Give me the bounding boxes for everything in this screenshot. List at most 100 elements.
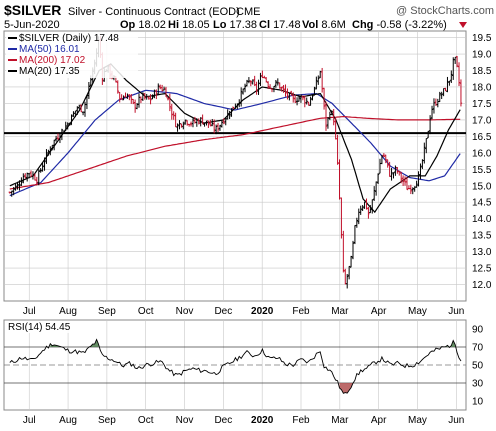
price-bar [253, 75, 256, 87]
x-tick-label: Aug [59, 306, 77, 317]
x-tick-label: May [408, 306, 427, 317]
legend-item: $SILVER (Daily) 17.48 [19, 33, 119, 44]
rsi-tick-label: 50 [472, 361, 484, 372]
price-bar [313, 86, 316, 96]
price-bar [22, 173, 25, 184]
price-bar [394, 165, 397, 176]
x-tick-label: Mar [331, 306, 349, 317]
chart-header: $SILVER Silver - Continuous Contract (EO… [4, 2, 494, 31]
price-bar [214, 124, 218, 135]
moving-averages [9, 63, 461, 214]
x-tick-label: Apr [371, 415, 387, 426]
price-bar [415, 180, 418, 188]
price-bar [201, 114, 204, 125]
price-bar [54, 135, 58, 142]
price-tick-label: 18.0 [472, 82, 492, 93]
price-bar [380, 154, 384, 165]
price-bar [272, 86, 276, 93]
price-bar [336, 134, 339, 165]
price-bar [359, 205, 362, 215]
price-bar [453, 56, 457, 64]
price-bar [133, 99, 137, 113]
quote-label: Vol [302, 19, 321, 31]
quote-label: Hi [168, 19, 182, 31]
price-tick-label: 14.5 [472, 198, 492, 209]
price-bar [265, 77, 268, 83]
price-bar [330, 110, 333, 116]
ma-200-line [9, 115, 461, 190]
price-bar [425, 138, 428, 154]
price-bar [83, 101, 87, 117]
price-bar [239, 87, 243, 107]
price-bar [390, 168, 393, 181]
legend-item: MA(20) 17.35 [19, 66, 80, 77]
price-bar [432, 98, 436, 114]
price-bar [372, 186, 376, 201]
rsi-tick-label: 90 [472, 325, 484, 336]
price-bar [371, 199, 374, 214]
price-bar [176, 123, 179, 132]
price-bar [349, 255, 353, 268]
price-bar [70, 114, 73, 126]
price-bar [187, 124, 191, 127]
price-bar [423, 142, 426, 164]
quote-label: Chg [352, 19, 376, 31]
price-bar [411, 187, 414, 195]
price-bar [299, 94, 303, 103]
price-bar [12, 187, 15, 196]
price-tick-label: 16.0 [472, 148, 492, 159]
price-bar [74, 110, 77, 118]
price-bar [444, 87, 447, 92]
price-bar [328, 111, 332, 121]
rsi-label: RSI(14) 54.45 [8, 322, 71, 333]
price-bar [168, 93, 172, 112]
quote-label: Lo [213, 19, 230, 31]
price-bar [87, 81, 91, 99]
price-bar [320, 67, 324, 93]
price-tick-label: 18.5 [472, 66, 492, 77]
quote-lo: Lo 17.38 [213, 19, 257, 31]
rsi-line [9, 338, 462, 394]
price-tick-label: 12.0 [472, 280, 492, 291]
quote-value: 17.38 [230, 19, 258, 31]
x-tick-label: Mar [331, 415, 349, 426]
price-bar [446, 76, 449, 93]
price-bar [172, 111, 175, 120]
price-bar [259, 72, 262, 86]
quote-date: 5-Jun-2020 [4, 19, 60, 31]
price-tick-label: 13.0 [472, 247, 492, 258]
price-bar [147, 96, 150, 100]
price-bar [386, 159, 389, 168]
price-bar [457, 62, 461, 87]
price-bar [251, 79, 254, 85]
symbol-title: $SILVER [4, 2, 61, 18]
price-bar [266, 81, 270, 89]
quote-value: 17.48 [273, 19, 301, 31]
price-bar [361, 205, 364, 211]
price-bar [280, 86, 283, 92]
price-bar [376, 173, 380, 185]
price-bar [338, 159, 341, 200]
price-tick-label: 15.0 [472, 181, 492, 192]
price-tick-label: 13.5 [472, 231, 492, 242]
price-bar [149, 94, 152, 105]
price-grid [4, 31, 466, 410]
x-tick-label: Sep [98, 306, 116, 317]
price-bar [228, 110, 231, 120]
rsi-fills [50, 339, 456, 394]
price-bar [218, 124, 222, 131]
price-bar [128, 94, 131, 101]
rsi-line-group [9, 338, 462, 394]
quote-value: -0.58 (-3.22%) [376, 19, 446, 31]
price-bar [184, 119, 187, 125]
price-bar [16, 181, 19, 190]
x-tick-label: Jun [448, 415, 464, 426]
down-triangle-icon [459, 22, 467, 28]
rsi-x-axis-labels: Jul Aug Sep Oct Nov Dec 2020 Feb Mar Apr May Jun [23, 415, 465, 426]
price-bar [448, 80, 451, 86]
x-tick-label: Oct [138, 415, 154, 426]
exchange-label: CME [236, 6, 260, 18]
price-bar [27, 173, 31, 179]
price-bar [353, 225, 357, 245]
